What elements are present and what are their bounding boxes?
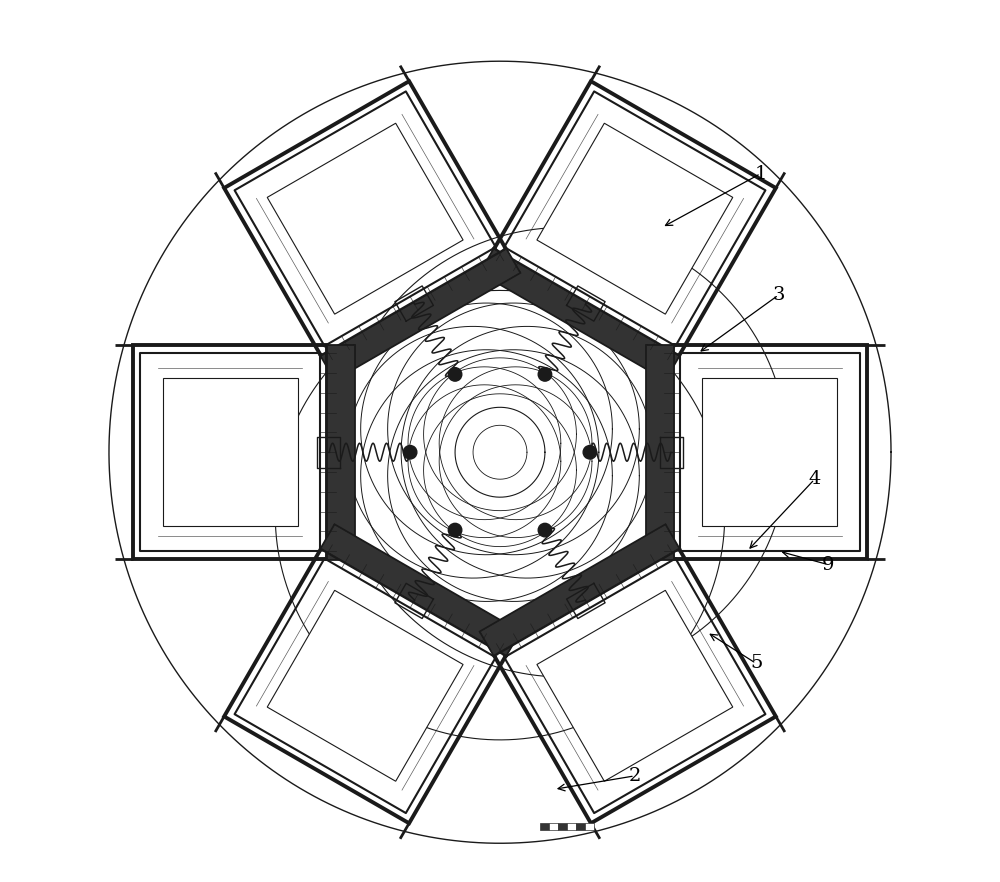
- Circle shape: [538, 523, 552, 537]
- Bar: [585, 824, 594, 830]
- Polygon shape: [537, 123, 733, 314]
- Text: 3: 3: [772, 286, 785, 304]
- Polygon shape: [480, 250, 679, 379]
- Polygon shape: [267, 123, 463, 314]
- Polygon shape: [267, 590, 463, 781]
- Text: 9: 9: [822, 556, 834, 573]
- Text: 4: 4: [808, 470, 821, 489]
- Polygon shape: [327, 346, 354, 559]
- Circle shape: [448, 523, 462, 537]
- Bar: [567, 824, 576, 830]
- Polygon shape: [480, 525, 679, 655]
- Bar: [558, 824, 567, 830]
- Text: 5: 5: [750, 654, 762, 672]
- Circle shape: [583, 445, 597, 459]
- Bar: [576, 824, 585, 830]
- Polygon shape: [702, 378, 837, 527]
- Bar: [540, 824, 549, 830]
- Polygon shape: [321, 525, 520, 655]
- Polygon shape: [537, 590, 733, 781]
- Circle shape: [403, 445, 417, 459]
- Polygon shape: [163, 378, 298, 527]
- Circle shape: [538, 368, 552, 381]
- Text: 1: 1: [754, 165, 767, 183]
- Polygon shape: [646, 346, 673, 559]
- Polygon shape: [321, 250, 520, 379]
- Circle shape: [448, 368, 462, 381]
- Text: 2: 2: [629, 766, 641, 785]
- Bar: [549, 824, 558, 830]
